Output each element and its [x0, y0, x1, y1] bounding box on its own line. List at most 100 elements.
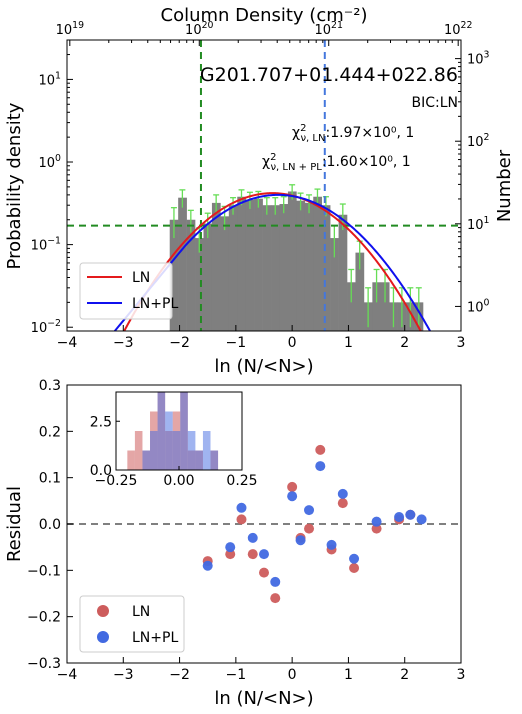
bottom-x-tick-label-6: 2	[400, 667, 409, 683]
lnpl-residual-point	[247, 532, 258, 543]
x-tick-label-2: −2	[169, 335, 190, 351]
bottom-y-tick-label-5: 0.2	[39, 424, 61, 440]
hist-bar-11	[262, 205, 272, 331]
x-tick-label-5: 1	[344, 335, 353, 351]
y-tick-label-2: 100	[39, 153, 62, 171]
bottom-y-tick-label-0: −0.3	[27, 656, 61, 672]
lnpl-residual-point	[304, 505, 315, 516]
bottom-panel: −4 −3 −2 −1 0 1 2 3 −0.3 −0.2 −0.1 0.0 0.1 0.2 0.3 ln…	[4, 378, 465, 709]
legend-lnpl-label-bottom: LN+PL	[132, 630, 178, 646]
lnpl-residual-point	[394, 512, 405, 523]
hist-bar-1	[178, 197, 187, 331]
bottom-x-axis-label: ln (N/<N>)	[214, 688, 313, 709]
inset-ln-bar-0	[127, 450, 135, 470]
lnpl-residual-point	[270, 576, 281, 587]
right-tick-label-3: 103	[467, 50, 490, 68]
right-y-axis-label: Number	[494, 149, 515, 222]
legend-lnpl-marker	[97, 631, 109, 643]
hist-bar-6	[220, 216, 230, 331]
inset-x-tick-label-0: −0.25	[95, 473, 138, 489]
hist-bar-16	[304, 202, 314, 331]
bottom-x-tick-label-4: 0	[288, 667, 297, 683]
inset-x-tick-label-1: 0.00	[163, 473, 194, 489]
lnpl-residual-point	[295, 535, 306, 546]
ln-residual-point	[371, 523, 382, 534]
top-tick-label-2: 1021	[315, 20, 343, 38]
inset-y-tick-label-0: 0.0	[90, 463, 112, 479]
bottom-y-tick-label-2: −0.1	[27, 563, 61, 579]
ln-residual-point	[247, 549, 258, 560]
x-tick-label-7: 3	[457, 335, 466, 351]
legend-ln-marker	[97, 605, 109, 617]
bottom-x-tick-label-2: −2	[169, 667, 190, 683]
hist-bar-21	[347, 282, 356, 331]
ln-residual-point	[270, 593, 281, 604]
x-tick-label-4: 0	[288, 335, 297, 351]
ln-residual-point	[259, 567, 269, 578]
inset-bars	[127, 392, 219, 470]
hist-bar-13	[279, 204, 289, 331]
hist-bar-2	[186, 219, 196, 331]
inset-y-tick-label-1: 2.5	[90, 414, 112, 430]
top-tick-label-1: 1020	[185, 20, 213, 38]
lnpl-residual-point	[371, 516, 382, 527]
hist-bar-0	[169, 219, 179, 331]
top-axis-ticks: 1019 1020 1021 1022	[56, 20, 472, 46]
hist-bar-19	[330, 238, 339, 331]
hist-bar-17	[313, 196, 322, 331]
top-y-ticks: 10−2 10−1 100 101	[31, 39, 73, 336]
hist-bar-24	[372, 282, 382, 331]
hist-bar-15	[296, 200, 306, 331]
bottom-y-tick-label-1: −0.2	[27, 610, 61, 626]
inset-lnpl-bar-6	[187, 431, 196, 470]
y-tick-label-3: 101	[39, 70, 62, 88]
chart-title: G201.707+01.444+022.86	[200, 64, 458, 86]
x-tick-label-0: −4	[57, 335, 78, 351]
lnpl-residual-point	[225, 542, 236, 553]
bottom-y-ticks: −0.3 −0.2 −0.1 0.0 0.1 0.2 0.3	[27, 378, 73, 672]
lnpl-residual-point	[337, 488, 348, 499]
top-tick-label-3: 1022	[444, 20, 472, 38]
bottom-x-tick-label-3: −1	[226, 667, 247, 683]
lnpl-residual-point	[315, 461, 326, 472]
inset-lnpl-bar-5	[180, 392, 188, 470]
x-tick-label-1: −3	[113, 335, 134, 351]
legend-ln-label: LN	[132, 270, 150, 286]
top-right-y-ticks: 100 101 102 103	[455, 50, 490, 315]
hist-bar-25	[380, 282, 390, 331]
inset-lnpl-bar-1	[150, 431, 158, 470]
ln-residual-point	[236, 514, 247, 525]
bottom-x-tick-label-5: 1	[344, 667, 353, 683]
inset-ticks: −0.25 0.00 0.25 0.0 2.5	[90, 414, 258, 489]
top-tick-label-0: 1019	[56, 20, 84, 38]
top-x-ticks: −4 −3 −2 −1 0 1 2 3	[57, 325, 466, 351]
inset-lnpl-bar-2	[157, 392, 166, 470]
top-y-axis-label: Probability density	[4, 102, 25, 269]
x-tick-label-3: −1	[226, 335, 247, 351]
bottom-y-tick-label-3: 0.0	[39, 517, 61, 533]
top-panel: −4 −3 −2 −1 0 1 2 3 10−2 10−1 100 101 100 101 102 103…	[4, 5, 515, 377]
lnpl-residual-point	[326, 539, 337, 550]
hist-bar-3	[195, 238, 204, 331]
legend-lnpl-label: LN+PL	[132, 296, 178, 312]
reference-lines	[67, 40, 461, 331]
ln-residual-point	[304, 523, 315, 534]
top-plot-frame	[66, 39, 462, 332]
inset-lnpl-bar-0	[142, 450, 151, 470]
hist-bar-14	[287, 191, 297, 331]
hist-bar-18	[321, 205, 331, 331]
lnpl-residual-point	[416, 514, 427, 525]
bottom-x-tick-label-0: −4	[57, 667, 78, 683]
bottom-y-tick-label-4: 0.1	[39, 471, 61, 487]
y-tick-label-1: 10−1	[31, 236, 61, 254]
right-tick-label-0: 100	[467, 297, 490, 315]
hist-bar-9	[245, 199, 255, 331]
chi-ln-annotation: χ2 ν, LN:1.97×10⁰, 1	[292, 123, 414, 144]
ln-residual-point	[287, 481, 298, 492]
legend-ln-label-bottom: LN	[132, 604, 150, 620]
bottom-y-tick-label-6: 0.3	[39, 378, 61, 394]
ln-residual-point	[315, 444, 326, 455]
right-tick-label-1: 101	[467, 215, 490, 233]
inset-lnpl-bar-8	[202, 431, 211, 470]
bottom-legend: LN LN+PL	[79, 595, 185, 653]
